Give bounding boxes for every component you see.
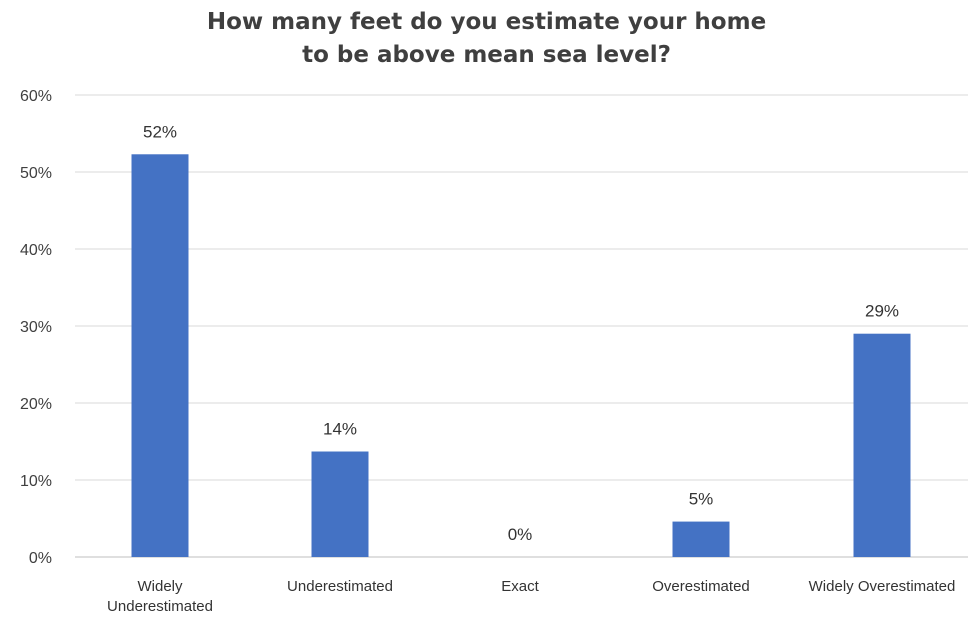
y-tick-label: 0%	[29, 550, 52, 567]
y-tick-label: 50%	[20, 165, 52, 182]
data-label: 29%	[865, 302, 899, 321]
gridlines	[75, 94, 968, 558]
data-label: 52%	[143, 122, 177, 141]
data-labels: 52% 14% 0% 5% 29%	[143, 122, 899, 544]
bars	[131, 154, 911, 558]
y-tick-label: 10%	[20, 473, 52, 490]
data-label: 5%	[689, 490, 714, 509]
category-label: Underestimated	[287, 578, 393, 595]
y-tick-label: 30%	[20, 319, 52, 336]
y-axis-tick-labels: 0% 10% 20% 30% 40% 50% 60%	[20, 88, 52, 567]
category-label-line: Underestimated	[287, 578, 393, 595]
category-label-line: Underestimated	[107, 598, 213, 615]
data-label: 14%	[323, 420, 357, 439]
category-label-line: Overestimated	[652, 578, 750, 595]
category-label: Exact	[501, 578, 539, 595]
category-label-line: Widely	[137, 578, 183, 595]
chart-title: How many feet do you estimate your home …	[0, 6, 973, 72]
y-tick-label: 20%	[20, 396, 52, 413]
data-label: 0%	[508, 525, 533, 544]
bar-widely-underestimated	[131, 154, 189, 558]
category-label-line: Exact	[501, 578, 539, 595]
bar-underestimated	[311, 451, 369, 557]
y-tick-label: 40%	[20, 242, 52, 259]
bar-widely-overestimated	[853, 333, 911, 557]
category-label: Overestimated	[652, 578, 750, 595]
x-axis-category-labels: Widely Underestimated Underestimated Exact O…	[107, 578, 955, 615]
category-label: Widely Overestimated	[809, 578, 956, 595]
category-label: Widely Underestimated	[107, 578, 213, 615]
bar-overestimated	[672, 521, 730, 557]
chart-title-line-1: How many feet do you estimate your home	[206, 9, 767, 35]
chart-title-line-2: to be above mean sea level?	[302, 42, 671, 68]
y-tick-label: 60%	[20, 88, 52, 105]
category-label-line: Widely Overestimated	[809, 578, 956, 595]
